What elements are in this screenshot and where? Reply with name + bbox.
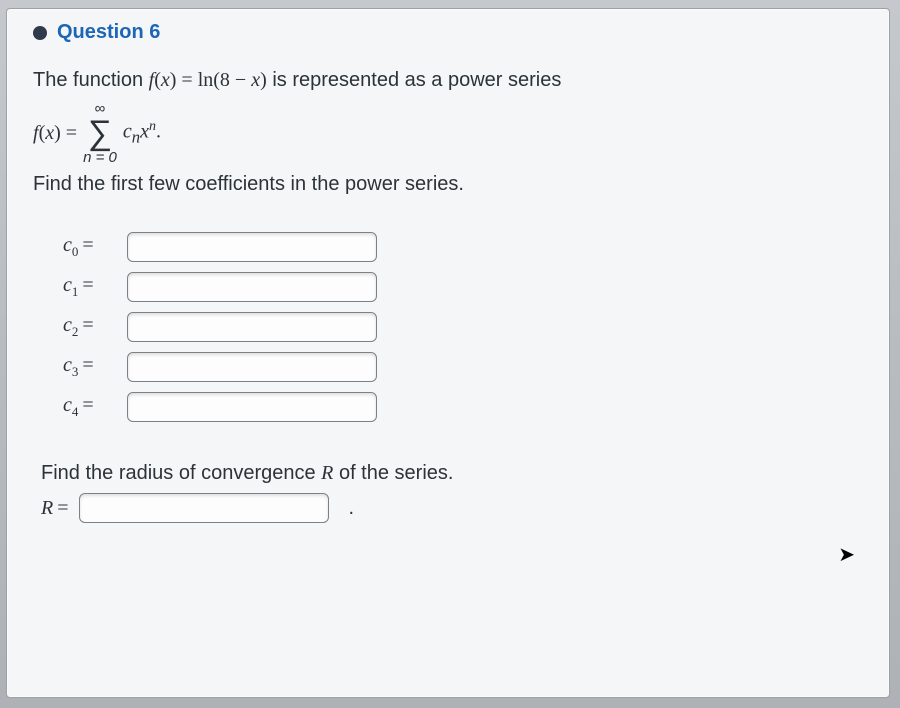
question-card: Question 6 The function f(x) = ln(8 − x)… <box>6 8 890 698</box>
prompt-line-1: The function f(x) = ln(8 − x) is represe… <box>33 66 863 95</box>
prompt-suffix: is represented as a power series <box>272 69 561 91</box>
coef-label-c3: c3= <box>63 354 117 380</box>
radius-row: R= . <box>41 493 863 523</box>
coef-input-c3[interactable] <box>127 352 377 382</box>
screen-frame: Question 6 The function f(x) = ln(8 − x)… <box>0 0 900 708</box>
coef-row-c2: c2= <box>63 312 863 342</box>
coef-label-c0: c0= <box>63 234 117 260</box>
coef-row-c0: c0= <box>63 232 863 262</box>
status-bullet-icon <box>33 26 47 40</box>
cursor-icon: ➤ <box>838 542 855 567</box>
question-number: Question 6 <box>57 21 160 44</box>
coef-label-c4: c4= <box>63 394 117 420</box>
question-header: Question 6 <box>33 21 863 44</box>
radius-prompt-prefix: Find the radius of convergence <box>41 462 321 484</box>
sigma-lower: n = 0 <box>83 150 117 165</box>
function-expression: f(x) = ln(8 − x) <box>149 69 267 91</box>
series-line: f(x) = ∞ ∑ n = 0 cnxn. <box>33 101 863 165</box>
coef-input-c1[interactable] <box>127 272 377 302</box>
coef-row-c3: c3= <box>63 352 863 382</box>
series-term: cnxn. <box>123 117 161 150</box>
coef-input-c4[interactable] <box>127 392 377 422</box>
coef-label-c1: c1= <box>63 274 117 300</box>
coef-row-c4: c4= <box>63 392 863 422</box>
radius-input[interactable] <box>79 493 329 523</box>
radius-block: Find the radius of convergence R of the … <box>41 462 863 523</box>
radius-label: R= <box>41 497 69 520</box>
prompt-prefix: The function <box>33 69 149 91</box>
radius-prompt-suffix: of the series. <box>333 462 453 484</box>
instruction-text: Find the first few coefficients in the p… <box>33 173 863 196</box>
series-lhs: f(x) = <box>33 119 77 148</box>
sigma-icon: ∞ ∑ n = 0 <box>83 101 117 165</box>
sigma-symbol: ∑ <box>88 116 112 150</box>
radius-var: R <box>321 462 333 484</box>
coef-row-c1: c1= <box>63 272 863 302</box>
coef-input-c2[interactable] <box>127 312 377 342</box>
radius-prompt: Find the radius of convergence R of the … <box>41 462 863 485</box>
coefficients-block: c0= c1= c2= c3= c4= <box>63 232 863 422</box>
coef-label-c2: c2= <box>63 314 117 340</box>
trailing-period: . <box>349 497 355 520</box>
coef-input-c0[interactable] <box>127 232 377 262</box>
